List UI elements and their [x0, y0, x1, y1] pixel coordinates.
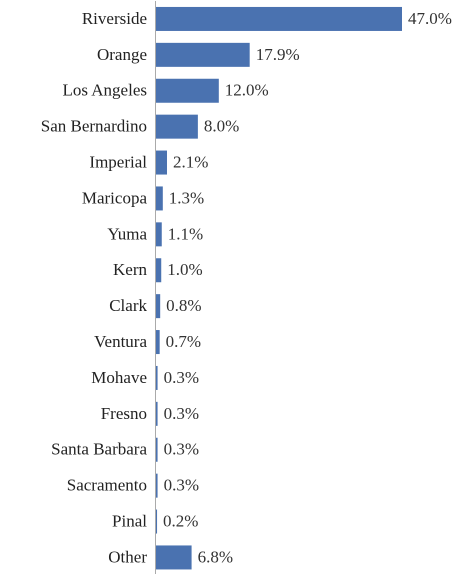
bar: [156, 78, 219, 103]
value-label: 0.8%: [166, 296, 201, 315]
bar: [156, 6, 402, 31]
value-label: 1.3%: [169, 188, 204, 207]
category-label: Imperial: [89, 152, 147, 171]
value-label: 0.2%: [163, 511, 198, 530]
bar: [156, 42, 250, 67]
category-label: Yuma: [107, 224, 147, 243]
bar: [156, 473, 158, 498]
bar: [156, 186, 163, 211]
category-label: Pinal: [112, 511, 147, 530]
value-label: 0.7%: [166, 332, 201, 351]
category-label: Kern: [113, 260, 147, 279]
bar: [156, 437, 158, 462]
bar: [156, 509, 158, 534]
category-label: Mohave: [91, 368, 147, 387]
category-label: Maricopa: [82, 188, 148, 207]
bar: [156, 114, 198, 139]
value-label: 47.0%: [408, 9, 452, 28]
category-label: Ventura: [94, 332, 147, 351]
category-label: Orange: [97, 45, 147, 64]
value-label: 6.8%: [198, 547, 233, 566]
bar: [156, 150, 167, 175]
category-label: Clark: [109, 296, 147, 315]
category-label: Other: [108, 547, 147, 566]
value-label: 1.0%: [167, 260, 202, 279]
category-label: Riverside: [82, 9, 147, 28]
value-label: 17.9%: [256, 45, 300, 64]
value-label: 0.3%: [164, 476, 199, 495]
value-label: 2.1%: [173, 152, 208, 171]
category-label: Fresno: [101, 404, 147, 423]
value-label: 12.0%: [225, 81, 269, 100]
bar: [156, 545, 192, 570]
value-label: 8.0%: [204, 117, 239, 136]
bar: [156, 222, 162, 247]
bar: [156, 365, 158, 390]
bar: [156, 330, 160, 355]
bar: [156, 294, 161, 319]
value-label: 1.1%: [168, 224, 203, 243]
bar: [156, 258, 162, 283]
bar: [156, 401, 158, 426]
category-label: San Bernardino: [41, 117, 147, 136]
value-label: 0.3%: [164, 440, 199, 459]
category-label: Sacramento: [67, 476, 147, 495]
value-label: 0.3%: [164, 404, 199, 423]
category-label: Los Angeles: [62, 81, 147, 100]
value-label: 0.3%: [164, 368, 199, 387]
category-label: Santa Barbara: [51, 440, 147, 459]
